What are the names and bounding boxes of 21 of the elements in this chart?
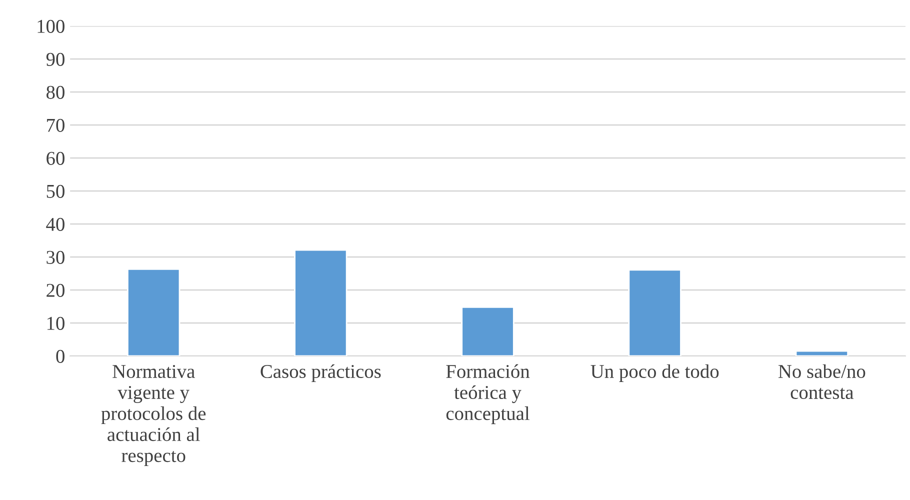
bar — [127, 268, 180, 356]
bar — [795, 350, 849, 356]
y-tick-label: 10 — [47, 316, 64, 330]
x-tick-label: Casos prácticos — [260, 364, 381, 382]
y-tick-label: 100 — [38, 20, 64, 33]
y-tick-label: 40 — [46, 218, 64, 231]
x-tick-label: Formación teórica y conceptual — [446, 364, 530, 424]
y-tick-label: 60 — [46, 152, 64, 165]
y-tick-label: 50 — [46, 184, 64, 198]
bar — [461, 306, 514, 356]
x-tick-label: Un poco de todo — [590, 364, 719, 382]
y-tick-label: 30 — [46, 250, 64, 264]
x-tick-label: Normativa vigente y protocolos de actuación al respecto — [101, 364, 206, 466]
y-tick-label: 90 — [46, 52, 64, 66]
bar — [294, 249, 348, 356]
y-tick-label: 80 — [46, 86, 64, 99]
y-tick-label: 0 — [56, 350, 64, 363]
y-tick-label: 20 — [46, 284, 64, 297]
bar — [628, 269, 682, 356]
x-tick-label: No sabe/no contesta — [778, 364, 866, 400]
y-tick-label: 70 — [47, 118, 64, 132]
